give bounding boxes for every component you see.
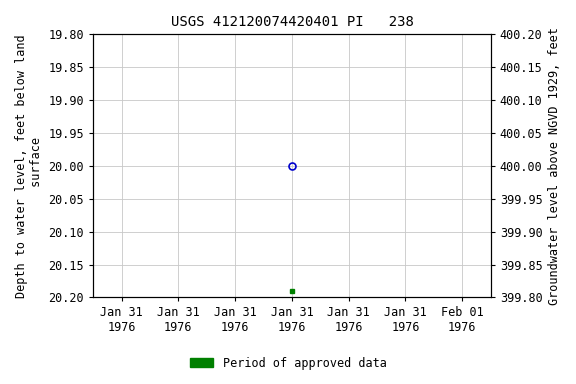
Y-axis label: Depth to water level, feet below land
 surface: Depth to water level, feet below land su… <box>15 34 43 298</box>
Legend: Period of approved data: Period of approved data <box>185 352 391 374</box>
Y-axis label: Groundwater level above NGVD 1929, feet: Groundwater level above NGVD 1929, feet <box>548 27 561 305</box>
Title: USGS 412120074420401 PI   238: USGS 412120074420401 PI 238 <box>170 15 414 29</box>
